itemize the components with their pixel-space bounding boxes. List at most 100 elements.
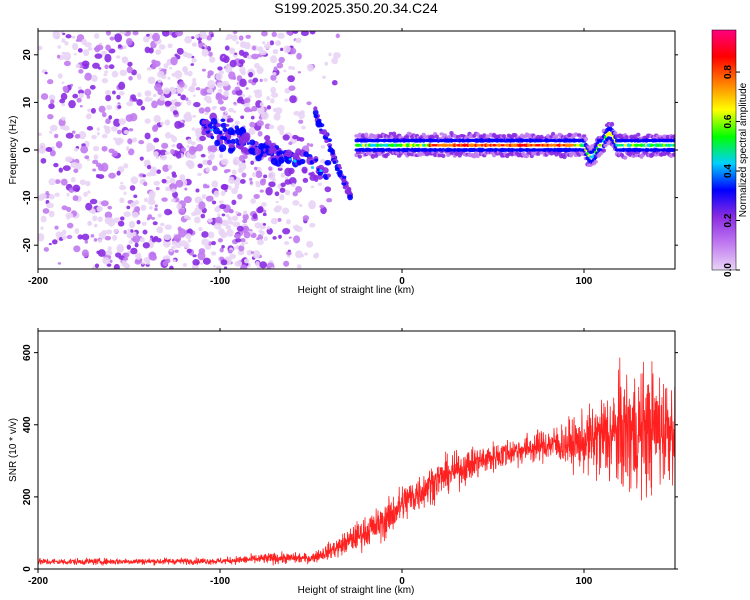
spectrogram-cell (269, 146, 277, 153)
spectrogram-y-tick-label: -10 (22, 190, 33, 205)
spectrogram-cell (135, 252, 142, 260)
spectrogram-cell (209, 153, 215, 158)
spectrogram-cell (272, 49, 279, 55)
spectrogram-cell (222, 55, 230, 64)
spectrogram-cell (140, 105, 146, 111)
spectrogram-cell (66, 222, 74, 229)
spectrogram-cell (273, 66, 278, 72)
spectrogram-cell (214, 139, 221, 147)
spectrogram-cell (298, 119, 304, 124)
spectrogram-cell (335, 33, 340, 39)
spectrogram-cell (45, 190, 49, 194)
spectrogram-cell (249, 109, 253, 112)
snr-y-tick-label: 400 (22, 416, 33, 433)
spectrogram-cell (65, 132, 74, 139)
spectrogram-cell (54, 192, 60, 197)
spectrogram-cell (63, 60, 71, 67)
spectrogram-cell (91, 134, 97, 140)
spectrogram-cell (55, 231, 64, 238)
spectrogram-cell (245, 87, 249, 90)
spectrogram-cell (107, 205, 113, 210)
spectrogram-cell (250, 198, 257, 204)
spectrogram-cell (248, 71, 254, 78)
spectrogram-cell (278, 234, 282, 239)
spectrogram-cell (186, 99, 192, 106)
spectrogram-cell (252, 77, 259, 83)
spectrogram-cell (119, 31, 127, 35)
spectrogram-cell (201, 48, 209, 57)
spectrogram-cell (188, 85, 196, 93)
spectrogram-cell (288, 236, 292, 239)
spectrogram-cell (283, 260, 290, 267)
spectrogram-cell (218, 144, 227, 152)
spectrogram-cell (44, 71, 48, 75)
spectrogram-cell (262, 212, 267, 217)
spectrogram-cell (234, 260, 243, 267)
spectrogram-cell (213, 105, 217, 109)
spectrogram-cell (81, 233, 90, 241)
spectrogram-cell (239, 264, 248, 269)
spectrogram-cell (74, 133, 81, 139)
spectrogram-cell (296, 264, 302, 269)
spectrogram-cell (131, 137, 138, 143)
spectrogram-cell (207, 74, 211, 79)
spectrogram-cell (244, 258, 250, 264)
spectrogram-cell (116, 129, 122, 135)
spectrogram-cell (146, 142, 154, 152)
spectrogram-cell (92, 168, 97, 172)
spectrogram-cell (313, 106, 318, 112)
spectrogram-cell (77, 234, 84, 240)
spectrogram-cell (208, 56, 216, 63)
spectrogram-cell (56, 54, 61, 59)
spectrogram-cell (123, 229, 127, 235)
spectrogram-cell (185, 111, 192, 119)
spectrogram-cell (115, 138, 122, 146)
spectrogram-cell (257, 206, 264, 213)
spectrogram-cell (147, 199, 156, 206)
spectrogram-cell (312, 174, 318, 180)
spectrogram-cell (96, 205, 103, 212)
spectrogram-cell (257, 239, 264, 246)
spectrogram-cell (256, 120, 264, 127)
spectrogram-cell (263, 174, 268, 179)
spectrogram-cell (231, 124, 236, 129)
spectrogram-cell (183, 242, 190, 249)
spectrogram-cell (205, 166, 211, 173)
spectrogram-cell (184, 187, 188, 191)
spectrogram-cell (60, 31, 64, 34)
spectrogram-cell (224, 110, 228, 114)
spectrogram-cell (331, 79, 338, 86)
spectrogram-cell (288, 158, 292, 161)
spectrogram-cell (200, 88, 208, 96)
spectrogram-cell (127, 148, 135, 156)
spectrogram-cell (262, 41, 266, 45)
spectrogram-cell (160, 155, 167, 161)
spectrogram-cell (240, 70, 246, 76)
spectrogram-cell (120, 181, 124, 185)
spectrogram-cell (238, 162, 247, 171)
spectrogram-cell (146, 33, 150, 37)
spectrogram-cell (130, 202, 136, 208)
spectrogram-cell (84, 72, 93, 81)
spectrogram-cell (194, 127, 202, 135)
spectrogram-cell (613, 131, 618, 136)
spectrogram-cell (113, 263, 120, 269)
spectrogram-cell (200, 213, 206, 219)
spectrogram-cell (162, 87, 171, 95)
spectrogram-cell (161, 197, 168, 202)
spectrogram-cell (215, 93, 224, 101)
spectrogram-cell (153, 114, 161, 123)
spectrogram-cell (328, 147, 334, 153)
spectrogram-cell (38, 45, 43, 51)
spectrogram-cell (164, 151, 170, 155)
spectrogram-cell (257, 107, 263, 114)
colorbar-tick-label: 0.0 (723, 263, 734, 277)
spectrogram-cell (140, 204, 147, 211)
spectrogram-cell (159, 95, 166, 101)
spectrogram-cell (227, 249, 233, 254)
spectrogram-cell (46, 202, 54, 209)
spectrogram-cell (235, 89, 243, 96)
spectrogram-cell (291, 183, 296, 187)
spectrogram-cell (153, 137, 160, 143)
spectrogram-cell (77, 89, 85, 95)
